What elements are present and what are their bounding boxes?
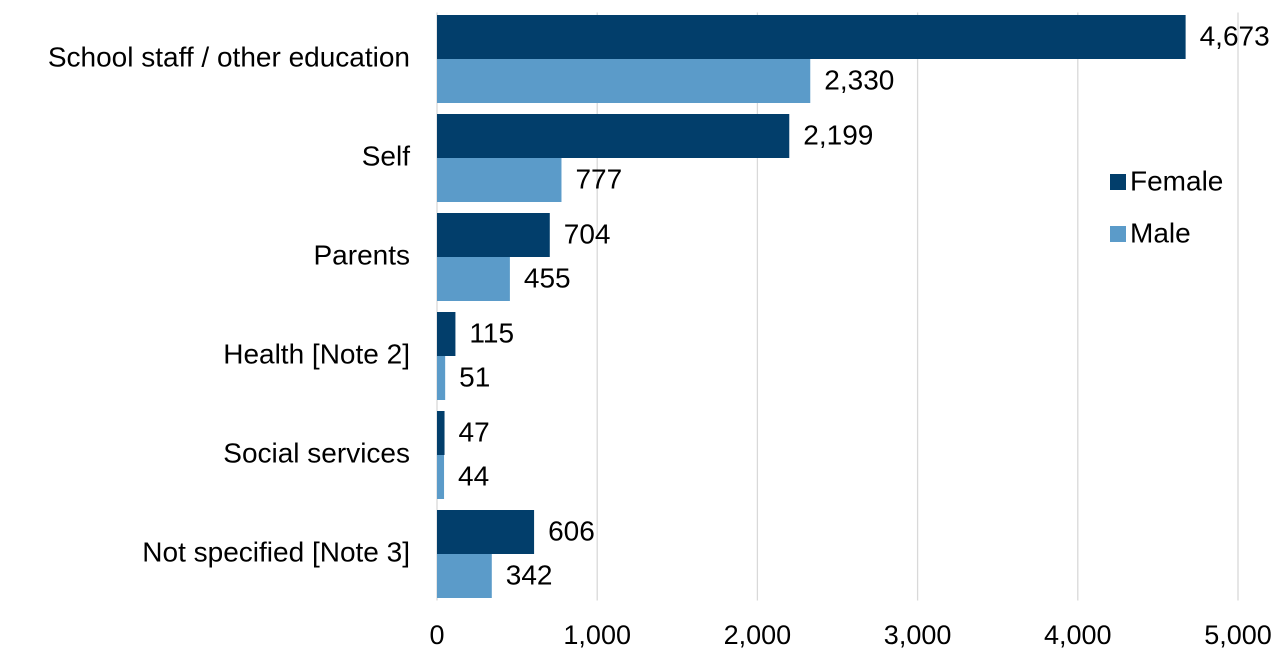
x-tick-label: 1,000: [563, 620, 631, 650]
x-tick-label: 3,000: [884, 620, 952, 650]
data-label: 455: [524, 262, 571, 293]
bar: [437, 510, 535, 554]
x-tick-label: 2,000: [724, 620, 792, 650]
legend-label: Female: [1130, 165, 1223, 196]
bar: [437, 15, 1186, 59]
bar: [437, 257, 510, 301]
data-label: 606: [548, 515, 595, 546]
bar: [437, 312, 456, 356]
data-label: 704: [564, 218, 611, 249]
bar: [437, 59, 811, 103]
data-label: 777: [575, 163, 622, 194]
bar: [437, 158, 562, 202]
bar: [437, 554, 492, 598]
bar: [437, 356, 446, 400]
data-label: 44: [458, 460, 489, 491]
bar: [437, 213, 550, 257]
data-label: 51: [459, 361, 490, 392]
x-tick-label: 0: [429, 620, 444, 650]
data-label: 4,673: [1200, 20, 1270, 51]
data-label: 2,199: [803, 119, 873, 150]
y-tick-label: Social services: [223, 437, 410, 468]
data-label: 342: [506, 559, 553, 590]
y-tick-label: Health [Note 2]: [223, 338, 410, 369]
legend-label: Male: [1130, 217, 1191, 248]
data-label: 2,330: [824, 64, 894, 95]
y-tick-label: School staff / other education: [48, 41, 410, 72]
bar: [437, 411, 445, 455]
legend-swatch: [1110, 174, 1126, 190]
y-tick-label: Self: [362, 140, 410, 171]
data-label: 47: [459, 416, 490, 447]
bar: [437, 114, 790, 158]
y-tick-label: Not specified [Note 3]: [142, 536, 410, 567]
data-label: 115: [469, 317, 514, 348]
y-tick-label: Parents: [314, 239, 411, 270]
x-tick-label: 4,000: [1044, 620, 1112, 650]
x-tick-label: 5,000: [1204, 620, 1272, 650]
bar: [437, 455, 445, 499]
legend-swatch: [1110, 226, 1126, 242]
